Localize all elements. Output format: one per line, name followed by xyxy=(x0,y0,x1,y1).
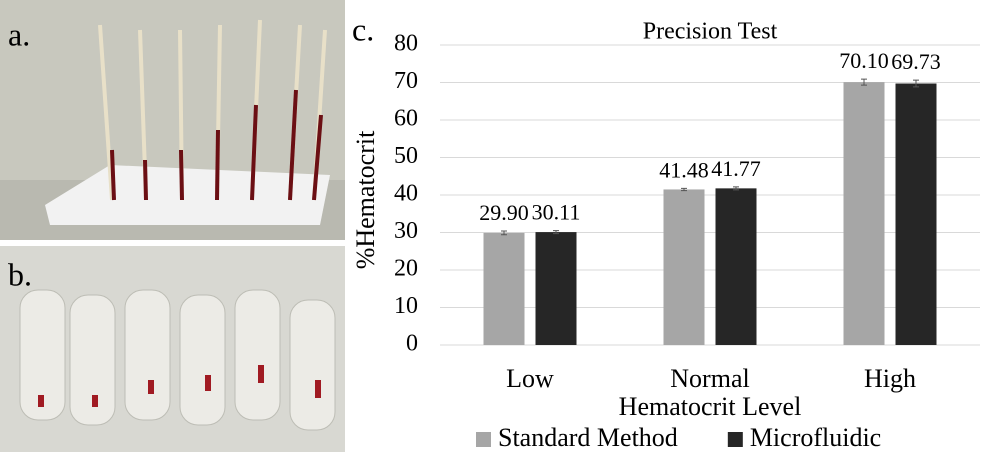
value-label: 41.77 xyxy=(711,156,761,181)
y-axis-label: %Hematocrit xyxy=(351,130,380,269)
legend-swatch xyxy=(476,432,491,447)
y-tick-label: 40 xyxy=(394,181,418,207)
y-tick-label: 70 xyxy=(394,68,418,94)
error-bar xyxy=(681,187,687,192)
legend-label: Microfluidic xyxy=(750,423,881,452)
panel-label: b. xyxy=(8,256,32,292)
x-tick-label: High xyxy=(864,364,916,393)
error-bar xyxy=(913,79,919,88)
bar xyxy=(535,232,577,345)
value-label: 30.11 xyxy=(532,200,581,225)
x-axis-label: Hematocrit Level xyxy=(619,392,802,421)
y-tick-label: 50 xyxy=(394,143,418,169)
y-tick-label: 60 xyxy=(394,106,418,132)
error-bar xyxy=(733,186,739,191)
tube-rack xyxy=(45,165,330,225)
photo-b: b. xyxy=(0,246,345,452)
bar xyxy=(895,83,937,345)
x-tick-label: Low xyxy=(506,364,554,393)
x-tick-label: Normal xyxy=(670,364,749,393)
value-label: 70.10 xyxy=(839,48,889,73)
legend-swatch xyxy=(727,432,743,447)
bar xyxy=(715,188,757,345)
value-label: 69.73 xyxy=(891,49,941,74)
error-bar xyxy=(501,230,507,236)
bar xyxy=(663,189,705,345)
chart-title: Precision Test xyxy=(643,19,778,45)
photo-a: a. xyxy=(0,0,345,240)
y-tick-label: 30 xyxy=(394,218,418,244)
tubes xyxy=(98,19,327,201)
y-tick-label: 20 xyxy=(394,256,418,282)
bar xyxy=(843,82,885,345)
error-bar xyxy=(861,78,867,86)
chips xyxy=(19,289,336,431)
y-tick-label: 10 xyxy=(394,293,418,319)
samples xyxy=(38,365,321,407)
y-tick-label: 80 xyxy=(394,31,418,57)
error-bar xyxy=(553,230,559,235)
value-label: 41.48 xyxy=(659,157,709,182)
value-label: 29.90 xyxy=(479,200,529,225)
panel-label: a. xyxy=(8,16,30,52)
y-tick-label: 0 xyxy=(406,331,418,357)
bar xyxy=(483,232,525,345)
panel-label: c. xyxy=(352,11,374,47)
legend-label: Standard Method xyxy=(498,423,678,452)
